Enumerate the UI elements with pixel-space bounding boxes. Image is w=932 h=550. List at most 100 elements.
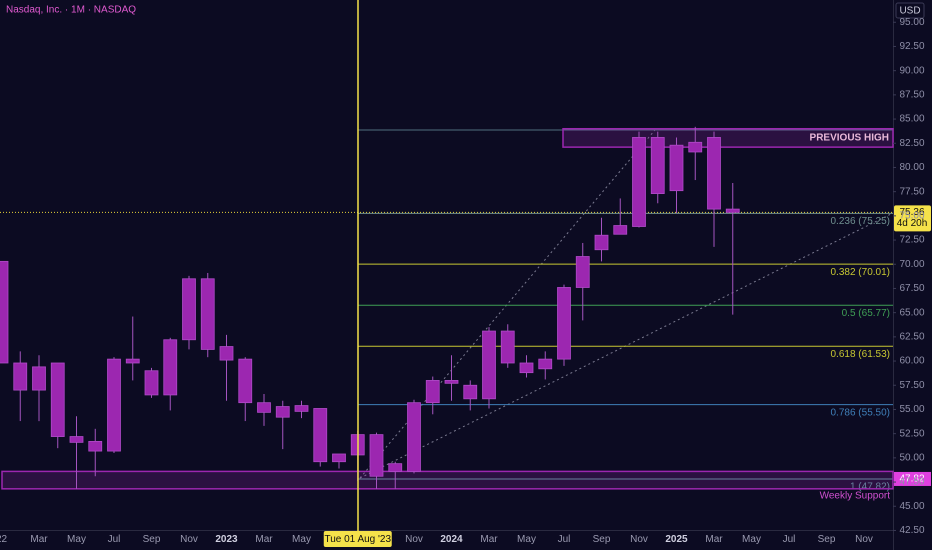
y-tick-label: 70.00 bbox=[899, 259, 924, 270]
x-tick-label: Mar bbox=[705, 534, 723, 545]
back-layer: 0.236 (75.25) 0.382 (70.01) 0.5 (65.77) 0.6… bbox=[0, 127, 894, 493]
zone-box bbox=[1, 470, 894, 490]
candle-body bbox=[88, 440, 103, 452]
y-tick-label: 60.00 bbox=[899, 356, 924, 367]
candle-body bbox=[669, 144, 684, 192]
x-tick-label: Jul bbox=[558, 534, 571, 545]
candle-body bbox=[313, 408, 328, 463]
candle-body bbox=[725, 208, 740, 213]
y-tick-label: 75.00 bbox=[899, 210, 924, 221]
candle-body bbox=[594, 234, 609, 251]
y-tick-label: 95.00 bbox=[899, 17, 924, 28]
candle-body bbox=[0, 260, 9, 364]
x-tick-label: Mar bbox=[480, 534, 498, 545]
candle-body bbox=[32, 366, 46, 391]
x-tick-label: Nov bbox=[630, 534, 648, 545]
candle-body bbox=[407, 402, 421, 472]
candle-body bbox=[69, 436, 84, 443]
candle-body bbox=[632, 137, 646, 227]
x-tick-label: May bbox=[292, 534, 311, 545]
candle-body bbox=[200, 278, 215, 350]
crosshair-time-label: Tue 01 Aug '23 bbox=[324, 534, 391, 545]
candle-body bbox=[219, 346, 234, 361]
x-tick-label: Nov bbox=[855, 534, 873, 545]
candle-body bbox=[50, 362, 65, 437]
x-tick-label: Nov bbox=[405, 534, 423, 545]
zone-label: PREVIOUS HIGH bbox=[810, 133, 889, 144]
y-tick-label: 72.50 bbox=[899, 235, 924, 246]
candle-body bbox=[575, 256, 590, 288]
x-tick-label: Mar bbox=[255, 534, 273, 545]
fib-level-label: 0.5 (65.77) bbox=[842, 308, 890, 319]
crosshair-time-box bbox=[323, 531, 392, 547]
y-tick-label: 82.50 bbox=[899, 138, 924, 149]
y-tick-label: 50.00 bbox=[899, 452, 924, 463]
y-tick-label: 47.50 bbox=[899, 477, 924, 488]
x-tick-label: Sep bbox=[818, 534, 836, 545]
candle-body bbox=[182, 278, 196, 341]
candle-body bbox=[500, 330, 515, 364]
candle-body bbox=[332, 453, 346, 463]
chart-title: Nasdaq, Inc. · 1M · NASDAQ bbox=[6, 5, 136, 16]
candle-body bbox=[388, 463, 403, 472]
fib-level-label: 0.618 (61.53) bbox=[831, 349, 891, 360]
trend-line bbox=[359, 212, 894, 479]
x-tick-label: Mar bbox=[30, 534, 48, 545]
y-tick-label: 45.00 bbox=[899, 501, 924, 512]
x-tick-label: Nov bbox=[180, 534, 198, 545]
candle-body bbox=[425, 380, 440, 404]
last-price-box bbox=[894, 205, 931, 232]
currency-label: USD bbox=[899, 6, 920, 17]
x-tick-label: Sep bbox=[143, 534, 161, 545]
candles bbox=[0, 126, 740, 489]
candle-body bbox=[538, 358, 553, 370]
x-tick-label: 2023 bbox=[215, 534, 238, 545]
x-tick-label: 2024 bbox=[440, 534, 463, 545]
x-tick-label: Sep bbox=[593, 534, 611, 545]
candle-body bbox=[13, 362, 28, 391]
candle-body bbox=[482, 330, 496, 400]
zone-label: Weekly Support bbox=[820, 490, 891, 501]
y-tick-label: 57.50 bbox=[899, 380, 924, 391]
last-price-label: 75.36 bbox=[899, 207, 924, 218]
fib-level-label: 0.786 (55.50) bbox=[831, 407, 891, 418]
y-tick-label: 62.50 bbox=[899, 331, 924, 342]
countdown-label: 4d 20h bbox=[897, 218, 928, 229]
support-price-box bbox=[894, 471, 931, 486]
y-tick-label: 65.00 bbox=[899, 307, 924, 318]
x-tick-label: May bbox=[742, 534, 761, 545]
y-tick-label: 55.00 bbox=[899, 404, 924, 415]
candle-body bbox=[125, 358, 140, 364]
x-tick-label: 22 bbox=[0, 534, 7, 545]
x-tick-label: May bbox=[517, 534, 536, 545]
y-tick-label: 52.50 bbox=[899, 428, 924, 439]
support-price-label: 47.82 bbox=[899, 474, 924, 485]
currency-box[interactable] bbox=[895, 2, 925, 19]
candle-body bbox=[444, 380, 459, 384]
candle-body bbox=[163, 339, 178, 396]
y-tick-label: 42.50 bbox=[899, 525, 924, 536]
fib-level-label: 0.382 (70.01) bbox=[831, 267, 891, 278]
candle-body bbox=[238, 358, 253, 404]
y-tick-label: 80.00 bbox=[899, 162, 924, 173]
y-tick-label: 67.50 bbox=[899, 283, 924, 294]
candle-body bbox=[275, 406, 290, 418]
y-tick-label: 77.50 bbox=[899, 186, 924, 197]
candle-body bbox=[144, 370, 159, 396]
y-tick-label: 90.00 bbox=[899, 65, 924, 76]
front-layer: PREVIOUS HIGH Weekly Support 22 Mar May Jul Se… bbox=[0, 133, 931, 547]
candle-body bbox=[463, 384, 478, 400]
x-tick-label: May bbox=[67, 534, 86, 545]
y-tick-label: 92.50 bbox=[899, 41, 924, 52]
candle-body bbox=[650, 137, 665, 194]
candle-body bbox=[294, 405, 309, 412]
candle-body bbox=[557, 287, 571, 360]
candle-body bbox=[369, 434, 384, 477]
y-tick-label: 85.00 bbox=[899, 114, 924, 125]
candle-body bbox=[257, 402, 271, 413]
candle-body bbox=[707, 137, 721, 210]
